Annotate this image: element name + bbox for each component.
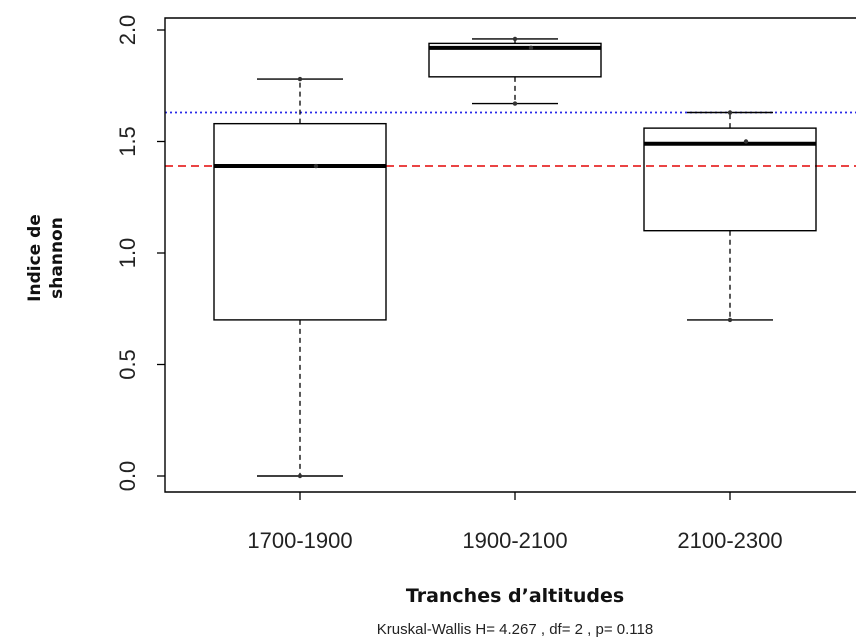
kruskal-wallis-annotation: Kruskal-Wallis H= 4.267 , df= 2 , p= 0.1… [377,621,653,638]
data-point-2100-2300-1 [727,110,733,115]
box-1700-1900 [213,122,387,321]
x-tick-label-1900-2100: 1900-2100 [462,528,567,553]
data-point-1900-2100-3 [512,101,518,106]
box-2100-2300 [643,127,817,232]
y-tick-label-1.5: 1.5 [115,126,140,157]
data-point-1700-1900-3 [297,473,303,479]
y-tick-label-2.0: 2.0 [115,15,140,46]
data-point-1900-2100-2 [528,45,534,51]
data-point-2100-2300-2 [743,139,749,144]
y-tick-label-0.5: 0.5 [115,349,140,380]
y-tick-label-1.0: 1.0 [115,238,140,269]
data-point-1700-1900-2 [313,163,319,169]
data-point-1900-2100-1 [512,36,518,42]
x-tick-label-2100-2300: 2100-2300 [677,528,782,553]
data-point-1700-1900-1 [297,76,303,82]
box-1900-2100 [428,42,602,78]
plot-frame [164,17,856,493]
y-axis-label-line2: shannon [47,217,67,299]
data-point-2100-2300-3 [727,317,733,323]
x-tick-label-1700-1900: 1700-1900 [247,528,352,553]
y-axis-label-line1: Indice de [25,214,45,302]
y-tick-label-0.0: 0.0 [115,461,140,492]
x-axis-label: Tranches d’altitudes [406,585,624,607]
